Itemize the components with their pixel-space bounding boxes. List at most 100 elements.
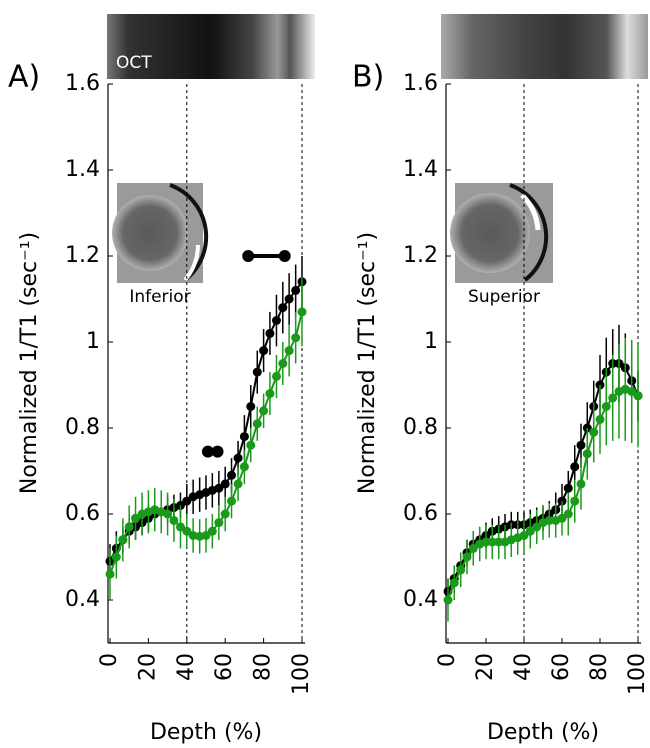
data-point [563, 483, 573, 493]
data-point [239, 432, 249, 442]
data-point [252, 367, 262, 377]
data-point [111, 552, 121, 562]
inset-image [112, 183, 209, 283]
data-point [456, 565, 466, 575]
x-tick-label: 80 [587, 653, 612, 681]
data-point [227, 470, 237, 480]
data-point [589, 427, 599, 437]
data-point [239, 462, 249, 472]
y-tick-label: 0.8 [65, 415, 100, 440]
data-point [297, 307, 307, 317]
oct-image [441, 14, 648, 79]
data-point [182, 526, 192, 536]
data-point [271, 316, 281, 325]
x-tick-label: 60 [549, 653, 574, 681]
data-point [220, 509, 230, 519]
data-point [291, 285, 301, 295]
x-axis-label: Depth (%) [487, 720, 599, 745]
data-point [468, 543, 478, 553]
x-axis-label: Depth (%) [150, 720, 262, 745]
data-point [443, 595, 453, 605]
data-point [227, 496, 237, 506]
data-point [214, 518, 224, 528]
image-label: OCT [116, 53, 152, 73]
y-tick-label: 1.6 [65, 71, 100, 96]
y-tick-label: 0.4 [65, 587, 100, 612]
data-point [449, 578, 459, 588]
data-point [201, 531, 211, 540]
data-point [265, 389, 275, 399]
data-point [570, 462, 580, 472]
y-tick-label: 0.6 [65, 501, 100, 526]
data-point [576, 440, 586, 450]
x-tick-label: 100 [625, 653, 650, 695]
y-axis-label: Normalized 1/T1 (sec⁻¹) [355, 232, 380, 494]
y-tick-label: 1.4 [65, 157, 100, 182]
x-tick-label: 40 [174, 653, 199, 681]
significance-dot [242, 250, 255, 262]
data-point [278, 359, 288, 368]
y-tick-label: 1.2 [65, 243, 100, 268]
data-point [576, 479, 586, 489]
data-point [487, 537, 497, 547]
data-point [124, 522, 134, 532]
data-point [252, 419, 262, 429]
x-tick-label: 80 [251, 653, 276, 681]
data-point [182, 496, 192, 506]
data-point [220, 479, 230, 489]
data-point [233, 453, 243, 463]
data-point [163, 509, 173, 519]
inset-image [450, 183, 553, 283]
y-tick-label: 0.4 [403, 587, 438, 612]
significance-dot [211, 445, 224, 458]
series [105, 277, 307, 600]
data-point [233, 479, 243, 489]
panel-label: A) [8, 60, 40, 95]
y-tick-label: 1 [86, 329, 100, 354]
y-tick-label: 1.4 [403, 157, 438, 182]
x-tick-label: 40 [511, 653, 536, 681]
series [443, 337, 643, 622]
data-point [570, 496, 580, 506]
y-tick-label: 0.6 [403, 501, 438, 526]
data-point [544, 515, 554, 525]
data-point [284, 346, 294, 356]
data-point [627, 386, 637, 396]
data-point [246, 402, 256, 411]
data-point [481, 537, 491, 547]
oct-image [107, 14, 315, 79]
data-point [207, 526, 217, 536]
series-line [447, 388, 639, 601]
data-point [633, 391, 643, 401]
y-axis-label: Normalized 1/T1 (sec⁻¹) [17, 232, 42, 494]
data-point [105, 569, 115, 579]
data-point [265, 328, 275, 338]
data-point [525, 526, 535, 536]
data-point [259, 406, 269, 416]
x-tick-label: 0 [435, 653, 460, 667]
data-point [563, 509, 573, 519]
data-point [131, 513, 141, 523]
data-point [601, 402, 611, 411]
data-point [532, 522, 542, 532]
data-point [284, 294, 294, 304]
data-point [462, 552, 472, 562]
data-point [259, 346, 269, 356]
y-tick-label: 1 [424, 329, 438, 354]
inset-label: Inferior [129, 287, 190, 307]
x-tick-label: 100 [289, 653, 314, 695]
y-tick-label: 0.8 [403, 415, 438, 440]
data-point [278, 303, 288, 313]
x-tick-label: 60 [212, 653, 237, 681]
data-point [291, 333, 301, 343]
inset-label: Superior [468, 287, 540, 307]
data-point [118, 535, 128, 545]
panel-label: B) [352, 60, 384, 95]
y-tick-label: 1.2 [403, 243, 438, 268]
data-point [519, 531, 529, 540]
data-point [494, 537, 504, 547]
significance-dot [201, 445, 214, 458]
data-point [271, 371, 281, 381]
x-tick-label: 0 [97, 653, 122, 667]
